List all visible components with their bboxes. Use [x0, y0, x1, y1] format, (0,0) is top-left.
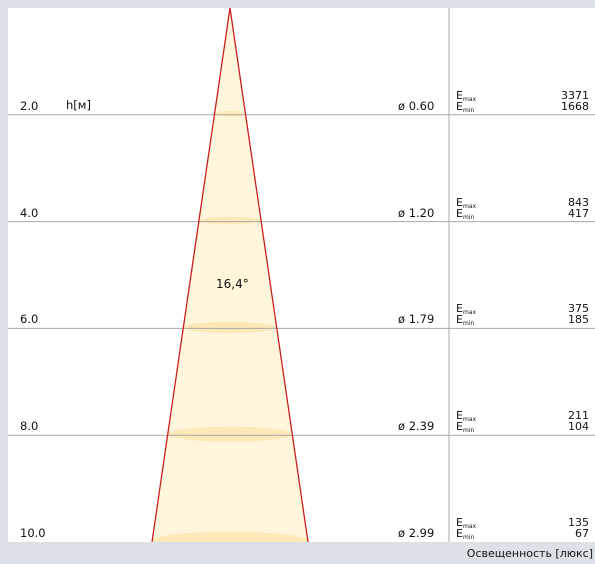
emin-value: 185	[568, 313, 589, 327]
height-value: 2.0	[20, 98, 39, 113]
illumination-ellipse	[167, 426, 293, 442]
height-unit-label: h[м]	[66, 98, 91, 112]
spot-diameter: ø 1.79	[398, 312, 435, 327]
emin-label: Emin	[456, 420, 475, 435]
emax-label: Emax	[456, 302, 477, 317]
beam-angle-label: 16,4°	[216, 277, 249, 291]
emin-label: Emin	[456, 206, 475, 221]
light-cone	[152, 8, 308, 542]
beam-cone-diagram	[8, 8, 595, 542]
illumination-ellipse	[198, 216, 262, 225]
spot-diameter: ø 2.99	[398, 526, 435, 540]
emin-value: 104	[568, 420, 589, 434]
emax-value: 211	[568, 409, 589, 423]
height-value: 4.0	[20, 205, 39, 220]
emin-label: Emin	[456, 527, 475, 541]
illumination-ellipses	[152, 110, 308, 542]
illumination-ellipse	[183, 321, 277, 334]
emin-label: Emin	[456, 99, 475, 114]
height-value: 8.0	[20, 419, 39, 434]
emin-value: 417	[568, 206, 589, 220]
cone-left-edge	[151, 8, 231, 542]
illuminance-footer-label: Освещенность [люкс]	[466, 547, 593, 560]
spot-diameter: ø 0.60	[398, 98, 435, 113]
emax-label: Emax	[456, 516, 477, 530]
height-value: 6.0	[20, 312, 39, 327]
height-grid-lines	[8, 114, 595, 436]
emax-value: 3371	[561, 88, 589, 102]
height-value: 10.0	[20, 526, 46, 540]
emin-value: 67	[575, 527, 589, 540]
cone-right-edge	[229, 8, 309, 542]
emin-label: Emin	[456, 313, 475, 328]
beam-diagram-panel: 2.0 ø 0.60 Emax Emin 3371 1668 4.0 ø 1.20 Emax Em…	[8, 8, 595, 542]
spot-diameter: ø 1.20	[398, 205, 435, 220]
emax-value: 843	[568, 195, 589, 209]
illumination-ellipse	[152, 531, 308, 542]
emax-value: 375	[568, 302, 589, 316]
emax-label: Emax	[456, 88, 477, 103]
emax-label: Emax	[456, 195, 477, 210]
emax-label: Emax	[456, 409, 477, 424]
illumination-ellipse	[214, 110, 246, 117]
emin-value: 1668	[561, 99, 589, 113]
spot-diameter: ø 2.39	[398, 419, 435, 434]
emax-value: 135	[568, 516, 589, 529]
